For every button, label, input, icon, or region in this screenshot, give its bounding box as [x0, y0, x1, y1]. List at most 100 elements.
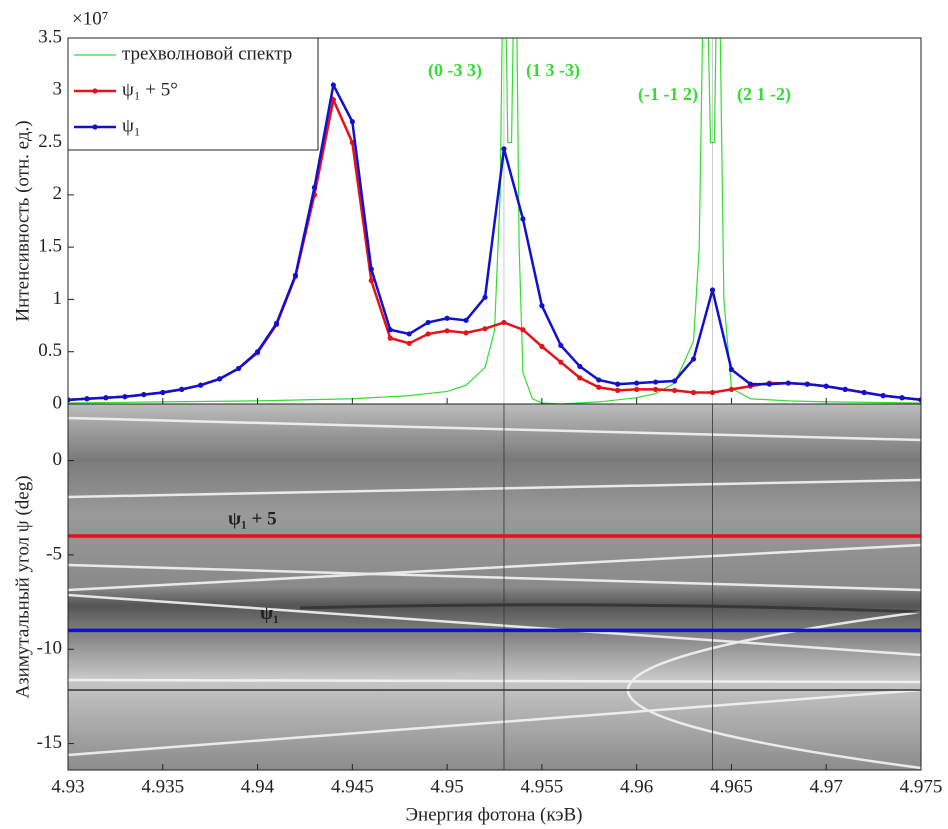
data-point: [728, 386, 735, 392]
data-point: [690, 356, 697, 362]
psi-label: ψ₁ + 5: [228, 508, 277, 529]
data-point: [785, 380, 791, 386]
data-point: [671, 387, 678, 394]
data-point: [292, 272, 299, 278]
data-point: [368, 278, 374, 284]
data-point: [425, 319, 431, 326]
data-point: [387, 335, 393, 341]
x-tick-label: 4.96: [620, 776, 653, 797]
annotation: (0 -3 3): [428, 60, 482, 81]
series-line: [68, 81, 921, 402]
x-tick-label: 4.97: [810, 776, 843, 797]
data-point: [463, 317, 469, 323]
y-axis-label: Азимутальный угол ψ (deg): [12, 475, 33, 698]
y-tick-label: 0: [53, 449, 63, 470]
data-point: [273, 320, 280, 327]
data-point: [577, 375, 583, 381]
data-point: [596, 377, 602, 383]
legend-label: трехволновой спектр: [122, 43, 292, 64]
data-point: [103, 395, 109, 401]
x-tick-label: 4.975: [900, 776, 943, 797]
plot-area: [68, 38, 921, 770]
data-point: [690, 389, 697, 396]
y-tick-label: 0.5: [38, 340, 62, 361]
x-tick-label: 4.965: [710, 776, 753, 797]
y-tick-label: -10: [37, 638, 62, 659]
data-point: [842, 386, 848, 392]
data-point: [634, 386, 640, 392]
data-point: [198, 382, 204, 388]
y-tick-label: -15: [37, 732, 62, 753]
heatmap-image: [68, 404, 921, 770]
x-tick-label: 4.93: [51, 776, 84, 797]
data-point: [330, 82, 336, 88]
data-point: [84, 396, 90, 402]
data-point: [577, 363, 583, 369]
data-point: [671, 378, 678, 384]
legend-box: [67, 37, 319, 151]
y-tick-label: 1.5: [38, 236, 62, 257]
data-point: [68, 397, 71, 403]
data-point: [349, 119, 355, 125]
data-point: [747, 381, 754, 387]
data-point: [406, 331, 412, 337]
legend-marker: [92, 124, 98, 130]
data-point: [615, 381, 621, 387]
data-point: [558, 359, 564, 365]
y-tick-label: 1: [53, 288, 63, 309]
data-point: [880, 393, 886, 399]
data-point: [728, 366, 735, 373]
legend-label: ψ₁ + 5°: [122, 79, 178, 100]
data-point: [918, 397, 921, 403]
data-point: [141, 391, 147, 398]
data-point: [615, 387, 621, 394]
series-layer: [68, 38, 921, 404]
data-point: [558, 342, 564, 349]
data-point: [899, 395, 905, 401]
data-point: [179, 386, 185, 392]
data-point: [653, 386, 659, 392]
data-point: [406, 340, 412, 346]
data-point: [596, 384, 602, 390]
data-point: [368, 266, 374, 272]
data-point: [311, 184, 318, 191]
legend: трехволновой спектр ψ₁ + 5° ψ₁: [67, 37, 319, 151]
data-point: [539, 343, 545, 350]
data-point: [823, 383, 829, 389]
x-tick-label: 4.94: [241, 776, 275, 797]
data-point: [520, 327, 526, 333]
data-point: [653, 379, 659, 385]
data-point: [539, 303, 545, 309]
y-tick-label: 2: [53, 183, 63, 204]
psi-label: ψ₁: [260, 603, 279, 624]
data-point: [217, 376, 223, 382]
data-point: [387, 327, 393, 333]
legend-marker: [92, 88, 98, 94]
data-point: [482, 294, 488, 300]
data-point: [634, 380, 640, 386]
data-point: [425, 331, 431, 337]
data-point: [236, 365, 242, 372]
data-point: [122, 394, 128, 400]
data-point: [444, 315, 450, 321]
annotation: (-1 -1 2): [638, 84, 698, 105]
data-point: [463, 330, 469, 336]
y-tick-label: -5: [46, 543, 62, 564]
x-tick-label: 4.945: [331, 776, 374, 797]
annotation: (2 1 -2): [737, 84, 791, 105]
data-point: [766, 381, 772, 387]
x-tick-label: 4.955: [521, 776, 564, 797]
y-tick-label: 3: [53, 79, 63, 100]
y-tick-label: 2.5: [38, 131, 62, 152]
data-point: [861, 389, 867, 396]
x-tick-label: 4.935: [141, 776, 184, 797]
x-axis-label: Энергия фотона (кэВ): [405, 804, 582, 825]
legend-label: ψ₁: [122, 115, 141, 136]
data-point: [804, 381, 810, 387]
y-axis-label: Интенсивность (отн. ед.): [12, 120, 33, 321]
data-point: [254, 349, 261, 355]
data-point: [520, 216, 526, 222]
overlay-layer: [68, 404, 921, 770]
data-point: [482, 326, 488, 332]
